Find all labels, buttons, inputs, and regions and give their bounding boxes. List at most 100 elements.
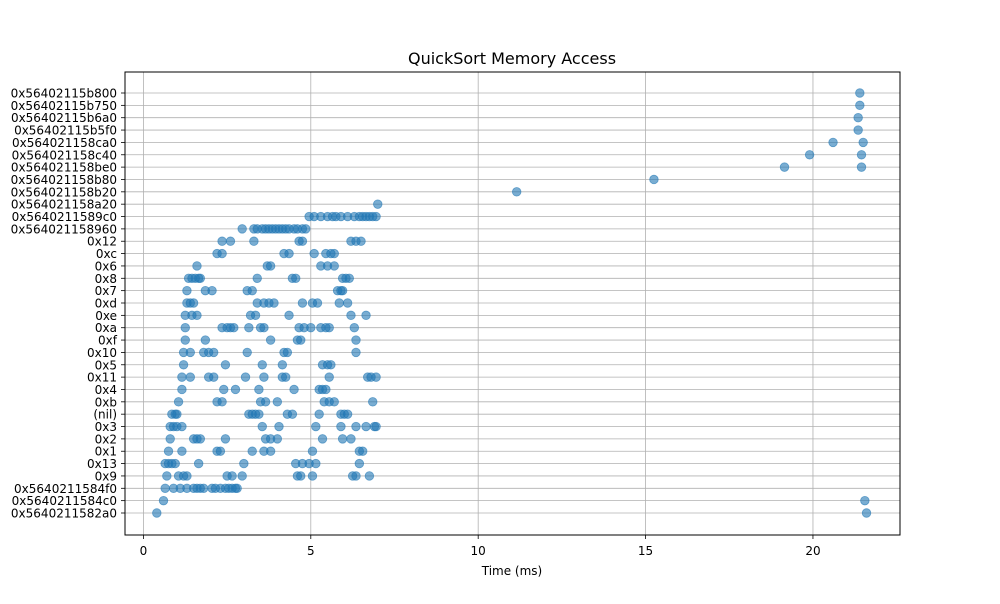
scatter-point [344, 273, 354, 283]
scatter-point [855, 100, 865, 111]
scatter-point [342, 298, 353, 308]
scatter-point [257, 421, 267, 432]
scatter-point [334, 298, 344, 308]
scatter-point [225, 236, 236, 246]
scatter-point [180, 323, 190, 333]
y-tick-label: 0x3 [95, 420, 117, 434]
y-tick-label: 0x11 [87, 371, 117, 385]
scatter-point [649, 174, 659, 185]
scatter-point [280, 372, 291, 382]
scatter-point [192, 310, 202, 321]
scatter-point [198, 483, 209, 493]
points-layer [152, 88, 872, 518]
y-tick-label: 0x2 [95, 432, 117, 446]
scatter-point [312, 298, 323, 308]
scatter-point [371, 211, 381, 222]
scatter-point [861, 508, 872, 518]
y-tick-label: 0x5640211589c0 [12, 210, 117, 224]
scatter-point [296, 335, 306, 345]
scatter-point [329, 261, 339, 271]
scatter-point [364, 471, 375, 481]
scatter-point [314, 409, 324, 419]
scatter-point [239, 458, 249, 469]
y-tick-label: 0x1 [95, 445, 117, 459]
y-tick-label: 0xc [96, 247, 117, 261]
scatter-point [337, 285, 348, 296]
scatter-point [329, 397, 339, 407]
scatter-point [180, 335, 190, 345]
scatter-point [192, 261, 202, 271]
x-tick-label: 15 [638, 544, 653, 558]
scatter-point [289, 384, 299, 395]
scatter-point [172, 409, 182, 419]
scatter-point [265, 446, 276, 456]
scatter-point [259, 372, 269, 382]
y-tick-label: 0x13 [87, 457, 117, 471]
scatter-point [855, 88, 865, 98]
scatter-point [284, 310, 294, 321]
scatter-point [351, 347, 361, 358]
scatter-point [177, 372, 187, 382]
scatter-point [249, 236, 259, 246]
scatter-point [195, 273, 206, 283]
scatter-point [257, 360, 267, 370]
scatter-point [269, 298, 279, 308]
scatter-point [178, 360, 189, 370]
scatter-point [177, 446, 187, 456]
scatter-point [152, 508, 162, 518]
scatter-point [511, 187, 522, 197]
scatter-point [858, 137, 868, 148]
y-tick-label: 0x564021158b80 [11, 173, 117, 187]
scatter-point [220, 434, 231, 444]
scatter-point [779, 162, 790, 172]
scatter-point [346, 310, 356, 321]
scatter-point [160, 483, 170, 493]
y-tick-label: 0x6 [95, 259, 117, 273]
scatter-point [853, 113, 863, 123]
scatter-point [254, 384, 264, 395]
y-tick-label: 0xd [95, 297, 117, 311]
scatter-point [336, 421, 346, 432]
scatter-point [357, 446, 368, 456]
scatter-point [282, 347, 293, 358]
scatter-point [287, 409, 298, 419]
scatter-point [307, 446, 318, 456]
scatter-point [804, 150, 815, 160]
scatter-point [170, 458, 180, 469]
y-tick-label: 0x5640211584f0 [14, 482, 117, 496]
x-tick-label: 20 [805, 544, 820, 558]
scatter-point [274, 421, 284, 432]
scatter-point [326, 360, 336, 370]
scatter-point [306, 323, 316, 333]
y-tick-label: 0x564021158960 [11, 222, 117, 236]
scatter-point [349, 323, 360, 333]
axis-layer: 0 5 10 15 200x5640211582a00x5640211584c00x56… [11, 87, 821, 559]
scatter-point [856, 150, 867, 160]
scatter-point [254, 409, 264, 419]
scatter-point [307, 471, 318, 481]
chart-title: QuickSort Memory Access [408, 49, 616, 68]
scatter-point [321, 384, 331, 395]
scatter-point [182, 471, 192, 481]
scatter-point [240, 372, 251, 382]
scatter-point [173, 397, 184, 407]
y-tick-label: 0x564021158b20 [11, 185, 117, 199]
y-tick-label: 0x5640211582a0 [11, 507, 117, 521]
y-tick-label: 0x564021158c40 [12, 148, 117, 162]
y-tick-label: 0x564021158a20 [11, 198, 117, 212]
scatter-point [247, 446, 257, 456]
scatter-point [324, 323, 334, 333]
scatter-point [354, 458, 365, 469]
scatter-point [311, 421, 321, 432]
scatter-point [265, 261, 276, 271]
x-tick-label: 0 [140, 544, 148, 558]
scatter-point [351, 335, 361, 345]
y-tick-label: 0x8 [95, 272, 117, 286]
scatter-point [351, 421, 361, 432]
scatter-point [356, 236, 366, 246]
scatter-point [853, 125, 863, 135]
scatter-point [185, 372, 195, 382]
scatter-point [856, 162, 867, 172]
scatter-point [317, 434, 328, 444]
